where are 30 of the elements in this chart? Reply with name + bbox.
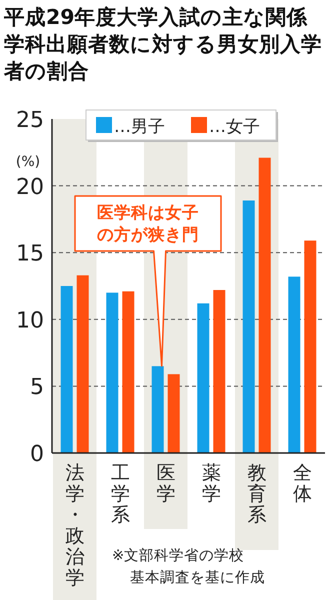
bar: [106, 292, 118, 453]
bar: [242, 200, 255, 453]
legend-label: …男子: [114, 117, 165, 137]
y-axis-title: (%): [16, 154, 40, 170]
bar: [258, 158, 271, 453]
legend-label: …女子: [209, 117, 260, 137]
x-tick-label: 教育系: [247, 462, 266, 526]
y-tick-label: 15: [16, 242, 44, 267]
bar: [288, 276, 300, 453]
x-tick-label: 法学・政治学: [65, 462, 84, 589]
bar: [304, 240, 316, 453]
bar: [122, 291, 134, 453]
bar: [213, 290, 226, 453]
annotation: 医学科は女子の方が狭き門: [97, 203, 199, 244]
bar: [168, 374, 180, 453]
x-tick-label: 全体: [292, 462, 312, 505]
y-tick-label: 20: [16, 174, 44, 200]
x-tick-label: 工学系: [110, 462, 130, 526]
y-tick-label: 0: [30, 442, 44, 467]
bar: [152, 366, 164, 453]
text: ※文部科学省の学校基本調査を基に作成: [112, 547, 265, 586]
x-tick-label: 医学: [156, 462, 176, 505]
bar: [60, 286, 73, 453]
chart-title: 平成29年度大学入試の主な関係学科出願者数に対する男女別入学者の割合: [3, 5, 322, 83]
bar: [197, 303, 210, 453]
y-tick-label: 5: [30, 375, 44, 400]
x-tick-label: 薬学: [202, 462, 221, 505]
bar: [76, 275, 89, 453]
y-tick-label: 25: [16, 108, 44, 133]
y-tick-label: 10: [16, 308, 44, 334]
